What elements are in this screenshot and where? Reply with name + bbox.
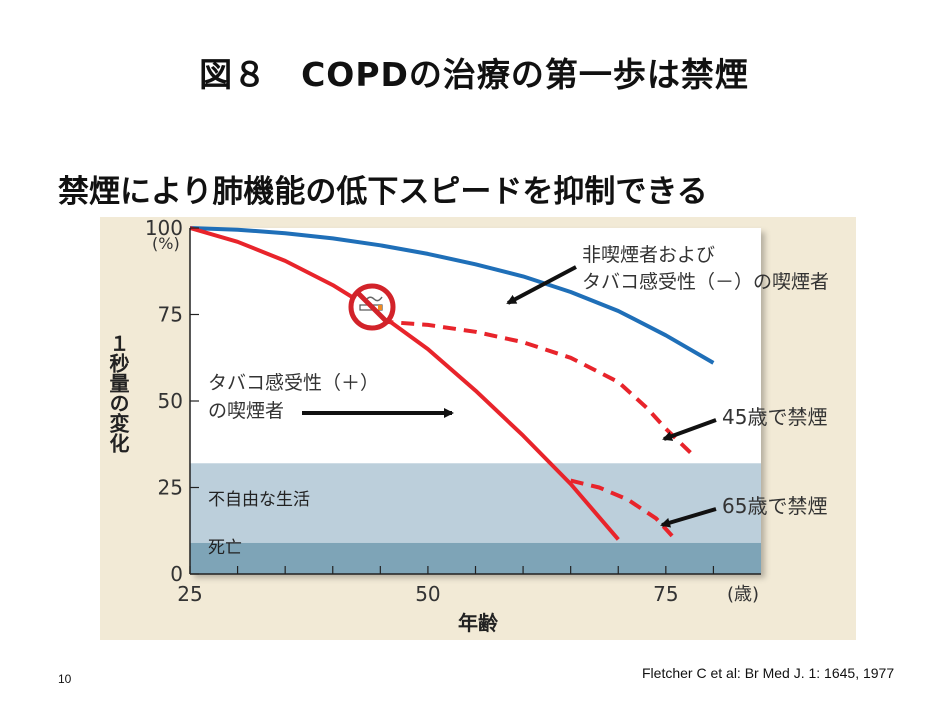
band-label-death: 死亡 <box>208 538 242 558</box>
annotation-susceptible-line2: の喫煙者 <box>208 400 284 422</box>
y-tick-label: 50 <box>158 389 183 413</box>
no-smoking-icon <box>348 283 396 331</box>
arrow-to-nonsmoker-curve <box>506 265 577 305</box>
y-tick-label: 75 <box>158 303 183 327</box>
x-axis-title: 年齢 <box>458 611 499 635</box>
annotation-nonsmoker-line1: 非喫煙者および <box>582 244 715 266</box>
citation: Fletcher C et al: Br Med J. 1: 1645, 197… <box>642 665 895 681</box>
y-tick-label: 100 <box>145 217 183 240</box>
series-line-1 <box>189 226 620 541</box>
series-line-2 <box>380 319 696 458</box>
arrow-to-quit-45-curve <box>662 418 717 441</box>
slide-title: 図８ COPDの治療の第一歩は禁煙 <box>199 55 749 94</box>
annotation-quit-65: 65歳で禁煙 <box>722 494 827 518</box>
series-layer <box>189 226 715 541</box>
annotation-nonsmoker-line2: タバコ感受性（－）の喫煙者 <box>582 271 829 293</box>
y-tick-label: 25 <box>158 476 183 500</box>
band-label-limited-life: 不自由な生活 <box>208 490 310 510</box>
x-unit-label: (歳) <box>727 584 759 605</box>
page-number: 10 <box>58 672 72 686</box>
y-axis-title: １秒量の変化 <box>106 333 130 453</box>
x-tick-label: 75 <box>653 582 678 606</box>
x-tick-label: 50 <box>415 582 440 606</box>
y-unit-label: (%) <box>152 234 180 253</box>
series-line-0 <box>189 226 715 365</box>
y-tick-label: 0 <box>170 562 183 586</box>
arrow-to-quit-65-curve <box>660 507 717 528</box>
annotation-susceptible-line1: タバコ感受性（＋） <box>208 372 379 394</box>
slide-subtitle: 禁煙により肺機能の低下スピードを抑制できる <box>58 174 708 210</box>
x-tick-label: 25 <box>177 582 202 606</box>
bands-layer <box>190 463 761 574</box>
annotation-quit-45: 45歳で禁煙 <box>722 405 827 429</box>
